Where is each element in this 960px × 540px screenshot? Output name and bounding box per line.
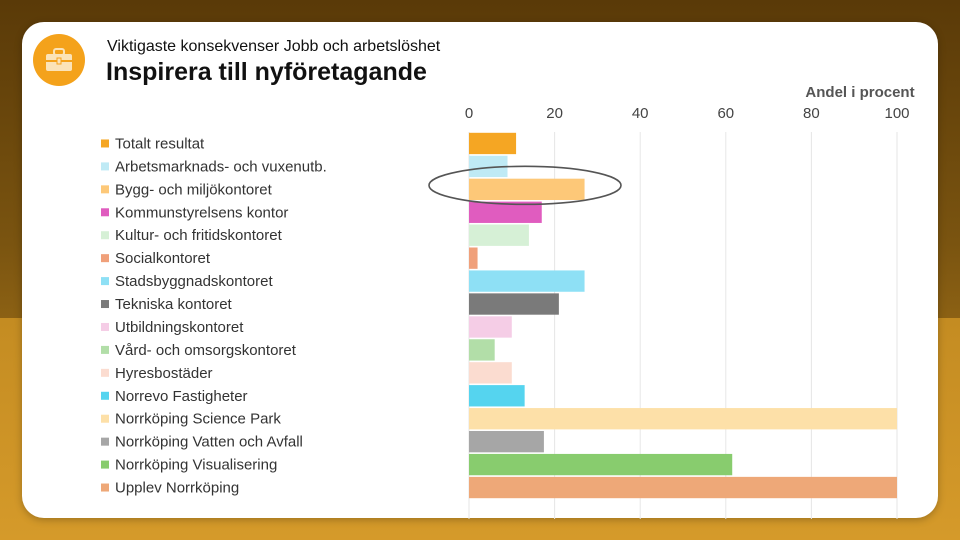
legend-swatch [101, 483, 109, 492]
legend-label: Norrköping Science Park [115, 411, 281, 428]
legend-label: Kommunstyrelsens kontor [115, 204, 288, 221]
briefcase-icon [46, 48, 72, 71]
legend-label: Arbetsmarknads- och vuxenutb. [115, 158, 327, 175]
legend-label: Upplev Norrköping [115, 480, 239, 497]
slide-title: Inspirera till nyföretagande [106, 58, 427, 86]
legend-swatch [101, 185, 109, 194]
legend-label: Socialkontoret [115, 250, 211, 267]
legend-swatch [101, 208, 109, 217]
bar [469, 362, 512, 384]
bar [469, 408, 897, 430]
legend-swatch [101, 345, 109, 354]
legend-swatch [101, 300, 109, 309]
x-axis-title: Andel i procent [805, 84, 915, 101]
bar [469, 155, 508, 178]
legend-swatch [101, 254, 109, 263]
legend-label: Hyresbostäder [115, 365, 213, 382]
legend-label: Totalt resultat [115, 135, 205, 152]
legend-swatch [101, 391, 109, 400]
legend-swatch [101, 231, 109, 240]
bar [469, 453, 733, 476]
x-tick-label: 0 [465, 105, 473, 122]
legend-swatch [101, 322, 109, 331]
slide-subtitle: Viktigaste konsekvenser Jobb och arbetsl… [107, 38, 441, 55]
legend-label: Norrköping Visualisering [115, 457, 277, 474]
legend-label: Norrköping Vatten och Avfall [115, 434, 303, 451]
legend-swatch [101, 414, 109, 423]
bar [469, 316, 512, 338]
x-tick-label: 100 [884, 105, 909, 122]
legend-label: Utbildningskontoret [115, 319, 244, 336]
category-badge [33, 34, 85, 86]
legend-swatch [101, 139, 109, 148]
x-tick-label: 20 [546, 105, 563, 122]
x-tick-label: 80 [803, 105, 820, 122]
bar [469, 430, 544, 453]
x-tick-label: 40 [632, 105, 649, 122]
legend-swatch [101, 162, 109, 171]
x-tick-label: 60 [717, 105, 734, 122]
bar [469, 178, 585, 201]
legend-label: Stadsbyggnadskontoret [115, 273, 273, 290]
legend-swatch [101, 437, 109, 446]
legend-swatch [101, 368, 109, 377]
bar [469, 385, 525, 407]
legend-swatch [101, 277, 109, 286]
bar [469, 247, 478, 269]
bar [469, 293, 559, 315]
legend-label: Bygg- och miljökontoret [115, 181, 273, 198]
bar [469, 339, 495, 361]
legend-label: Kultur- och fritidskontoret [115, 227, 283, 244]
legend-swatch [101, 460, 109, 469]
bar [469, 201, 542, 223]
bar [469, 224, 529, 246]
highlight-ellipse [428, 165, 622, 206]
bar [469, 270, 585, 292]
bar [469, 476, 897, 499]
legend-label: Norrevo Fastigheter [115, 388, 248, 405]
bar [469, 132, 517, 155]
legend-label: Vård- och omsorgskontoret [115, 342, 297, 359]
legend-label: Tekniska kontoret [115, 296, 233, 313]
